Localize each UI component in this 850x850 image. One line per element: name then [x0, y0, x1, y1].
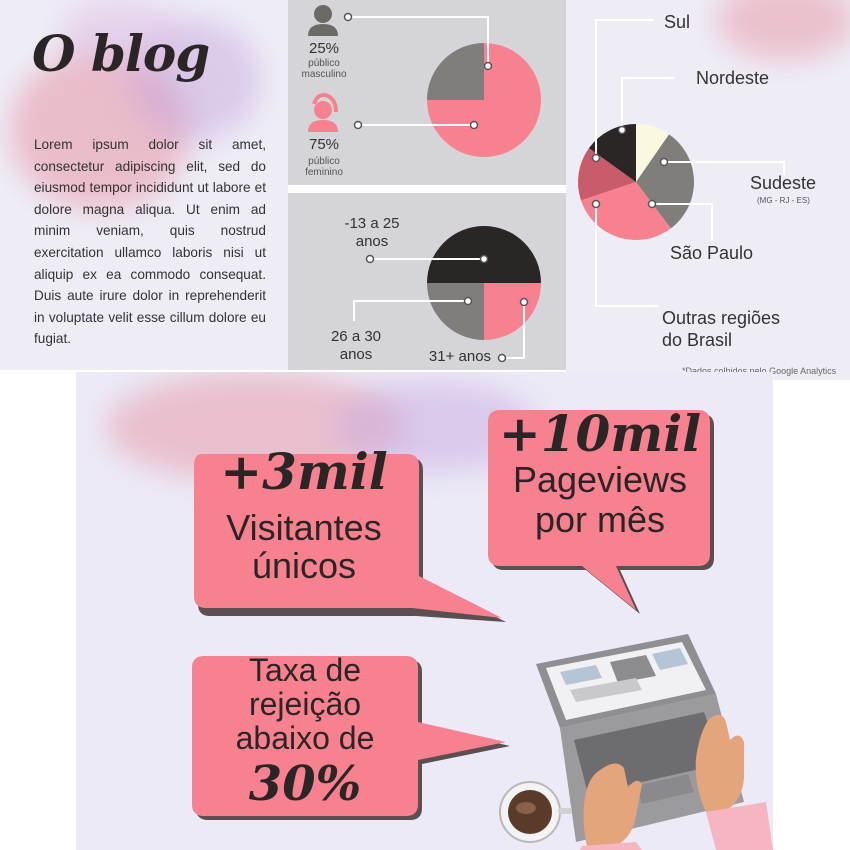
pageviews-label-line1: Pageviews [512, 459, 688, 500]
pie-slice-outras [578, 148, 636, 201]
male-label-line1: público [308, 58, 340, 69]
female-label-line1: público [308, 156, 340, 167]
pie-slice-sul [588, 124, 636, 182]
region-label-nordeste: Nordeste [696, 68, 770, 88]
male-label-line2: masculino [301, 69, 347, 80]
pageviews-label-line2: por mês [534, 499, 666, 540]
speech-bubble-bounce-rate [192, 656, 510, 820]
watercolor-splash [10, 50, 190, 210]
visitors-count: +3mil [220, 442, 388, 501]
pie-slice-age-31-plus [484, 283, 541, 340]
stats-panel: +3mil Visitantes únicos +10mil Pageviews… [76, 372, 773, 850]
pageviews-count: +10mil [498, 404, 702, 463]
stats-illustration [192, 410, 773, 850]
age-group-2-unit: anos [339, 346, 373, 363]
age-group-1-range: -13 a 25 [344, 215, 400, 232]
male-user-icon [308, 5, 338, 36]
gender-panel: 25% público masculino 75% público femini… [288, 0, 566, 185]
region-label-sul: Sul [664, 12, 691, 32]
region-sudeste-states: (MG - RJ - ES) [757, 196, 810, 205]
bounce-label-line1: Taxa de [248, 652, 362, 688]
gender-pie-chart [427, 43, 541, 157]
age-chart [353, 226, 541, 363]
age-panel: -13 a 25 anos 26 a 30 anos 31+ anos [288, 193, 566, 370]
watercolor-splash [130, 20, 260, 140]
blog-panel: O blog Lorem ipsum dolor sit amet, conse… [0, 0, 288, 370]
speech-bubble-visitors [194, 454, 506, 622]
region-chart [578, 19, 785, 307]
age-group-3: 31+ anos [428, 348, 492, 365]
hands-icon [580, 714, 773, 850]
bounce-label-line3: abaixo de [235, 720, 375, 756]
blog-description: Lorem ipsum dolor sit amet, consectetur … [34, 137, 266, 347]
pie-slice-nordeste [636, 124, 670, 182]
male-percentage: 25% [308, 40, 340, 57]
region-label-sudeste: Sudeste [750, 173, 817, 193]
region-panel: Sul Nordeste Sudeste (MG - RJ - ES) São … [566, 0, 850, 380]
visitors-label-line2: únicos [251, 545, 357, 586]
speech-bubble-pageviews [488, 410, 714, 614]
watercolor-splash [60, 0, 180, 70]
footnote-source: Google Analytics [769, 366, 837, 376]
pie-slice-female [427, 43, 541, 157]
pie-slice-sao-paulo [580, 182, 671, 240]
pie-slice-age-26-30 [427, 283, 484, 340]
region-pie-chart [578, 124, 694, 240]
pie-slice-age-13-25 [427, 226, 541, 283]
bounce-rate-value: 30% [248, 756, 362, 812]
visitors-label-line1: Visitantes [226, 507, 382, 548]
coffee-cup-icon [499, 781, 572, 843]
data-source-footnote: *Dados colhidos pelo Google Analytics [682, 366, 836, 376]
region-label-sao-paulo: São Paulo [670, 243, 754, 263]
gender-chart [308, 5, 541, 157]
female-user-icon [308, 93, 338, 132]
region-label-outras-line1: Outras regiões [662, 308, 781, 328]
footnote-prefix: *Dados colhidos pelo [682, 366, 770, 376]
age-group-1-unit: anos [355, 233, 389, 250]
bounce-label-line2: rejeição [248, 686, 362, 722]
female-percentage: 75% [308, 136, 340, 153]
female-label-line2: feminino [305, 167, 343, 178]
age-group-2-range: 26 a 30 [330, 328, 382, 345]
pie-slice-male [427, 43, 484, 100]
region-label-outras-line2: do Brasil [662, 330, 733, 350]
blog-title: O blog [32, 24, 210, 83]
